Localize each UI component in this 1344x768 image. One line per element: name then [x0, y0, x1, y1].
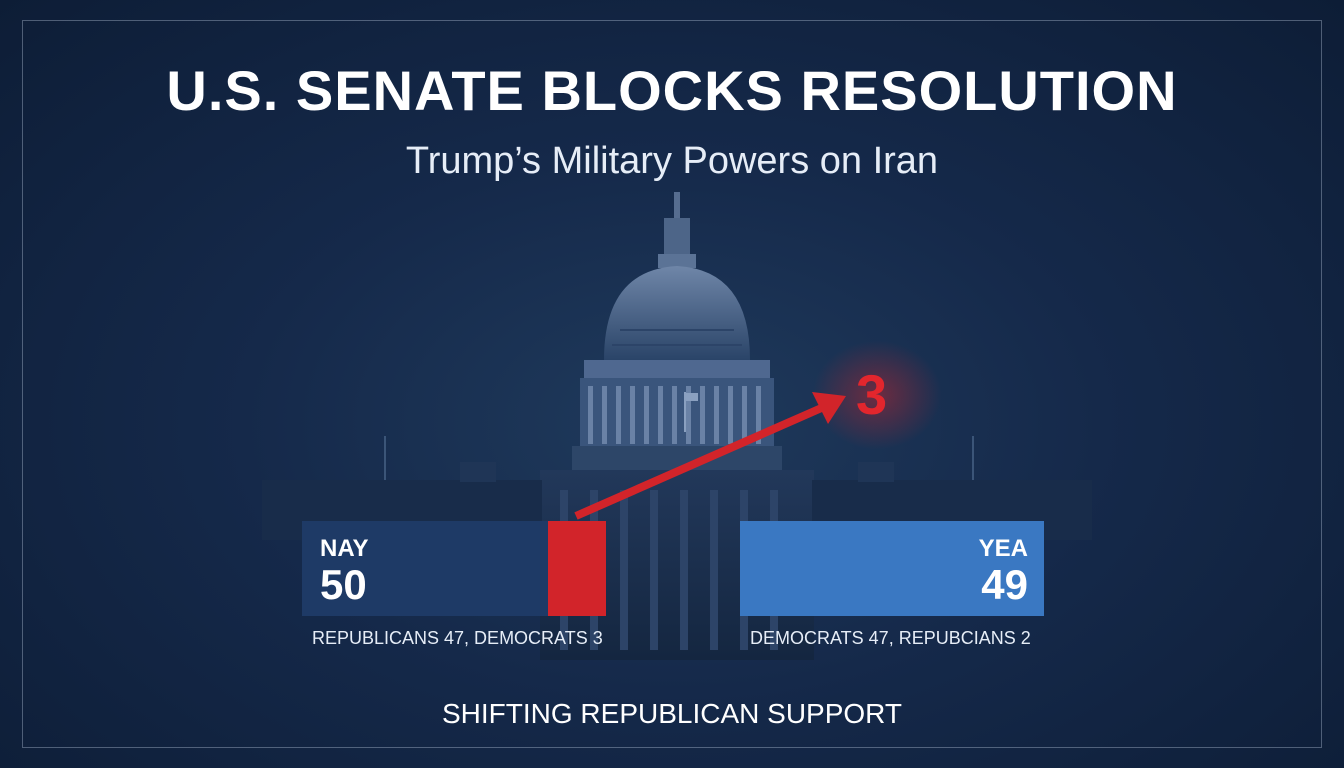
nay-count: 50	[320, 561, 367, 608]
border-frame	[22, 20, 1322, 748]
footer-caption: SHIFTING REPUBLICAN SUPPORT	[441, 698, 902, 729]
nay-label: NAY	[320, 535, 369, 562]
yea-breakdown: DEMOCRATS 47, REPUBCIANS 2	[750, 628, 1031, 648]
shift-count: 3	[856, 363, 888, 426]
yea-vote-bar: YEA 49	[740, 521, 1044, 616]
shift-glow	[812, 340, 942, 450]
nay-shift-segment	[548, 521, 606, 616]
yea-count: 49	[981, 561, 1028, 608]
headline: U.S. SENATE BLOCKS RESOLUTION	[166, 59, 1178, 122]
nay-vote-bar: NAY 50	[302, 521, 606, 616]
subheadline: Trump’s Military Powers on Iran	[405, 140, 939, 182]
yea-label: YEA	[978, 535, 1028, 562]
nay-breakdown: REPUBLICANS 47, DEMOCRATS 3	[312, 628, 603, 648]
